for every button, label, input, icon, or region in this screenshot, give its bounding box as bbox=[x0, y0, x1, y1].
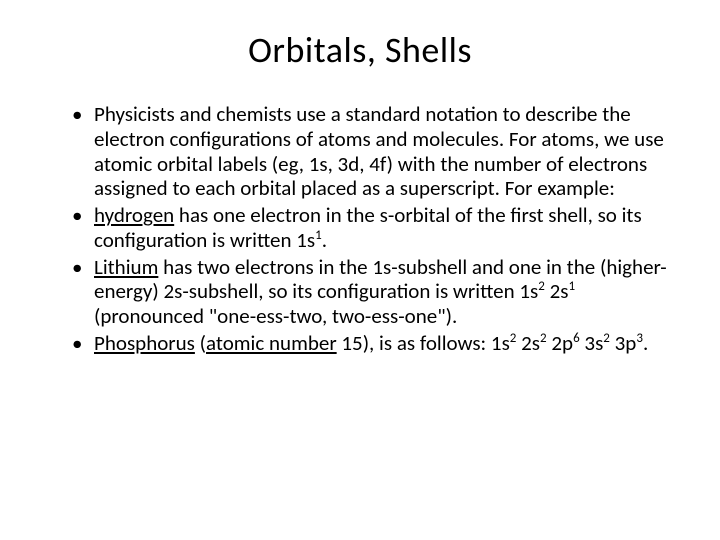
slide: Orbitals, Shells Physicists and chemists… bbox=[0, 0, 720, 540]
superscript: 1 bbox=[315, 228, 322, 243]
superscript: 2 bbox=[603, 331, 610, 346]
list-item: hydrogen has one electron in the s-orbit… bbox=[76, 203, 674, 253]
list-item: Phosphorus (atomic number 15), is as fol… bbox=[76, 331, 674, 356]
superscript: 3 bbox=[636, 331, 643, 346]
superscript: 2 bbox=[510, 331, 517, 346]
superscript: 1 bbox=[568, 279, 575, 294]
superscript: 2 bbox=[538, 279, 545, 294]
underlined-term: Phosphorus bbox=[94, 330, 195, 356]
list-item: Lithium has two electrons in the 1s-subs… bbox=[76, 255, 674, 329]
bullet-list: Physicists and chemists use a standard n… bbox=[46, 102, 674, 356]
underlined-term: Lithium bbox=[94, 254, 158, 280]
underlined-term: atomic number bbox=[206, 330, 337, 356]
superscript: 6 bbox=[573, 331, 580, 346]
underlined-term: hydrogen bbox=[94, 202, 174, 228]
list-item: Physicists and chemists use a standard n… bbox=[76, 102, 674, 201]
page-title: Orbitals, Shells bbox=[46, 28, 674, 72]
superscript: 2 bbox=[540, 331, 547, 346]
